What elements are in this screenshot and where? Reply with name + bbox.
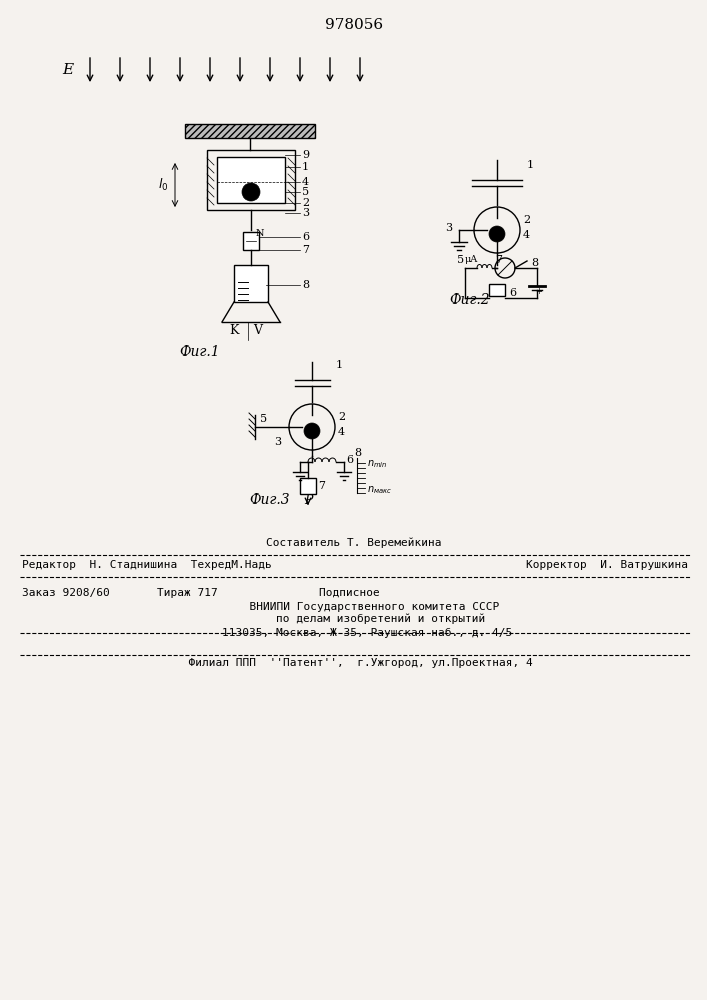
Text: Заказ 9208/60       Тираж 717               Подписное: Заказ 9208/60 Тираж 717 Подписное (22, 588, 380, 598)
Text: ВНИИПИ Государственного комитета СССР: ВНИИПИ Государственного комитета СССР (209, 602, 499, 612)
Text: 3: 3 (274, 437, 281, 447)
Text: 978056: 978056 (325, 18, 383, 32)
Text: 5: 5 (302, 187, 309, 197)
Polygon shape (300, 478, 316, 494)
Text: 8: 8 (302, 280, 309, 290)
Text: 3: 3 (302, 208, 309, 218)
Polygon shape (489, 284, 505, 296)
Text: P: P (304, 493, 312, 506)
Text: 6: 6 (302, 232, 309, 242)
Polygon shape (185, 124, 315, 138)
Text: 8: 8 (354, 448, 361, 458)
Text: Фиг.2: Фиг.2 (450, 293, 491, 307)
Text: 6: 6 (346, 455, 353, 465)
Text: 6: 6 (509, 288, 516, 298)
Text: K: K (229, 324, 239, 336)
Polygon shape (243, 232, 259, 250)
Text: Фиг.1: Фиг.1 (180, 345, 221, 359)
Text: по делам изобретений и открытий: по делам изобретений и открытий (223, 614, 486, 624)
Polygon shape (234, 265, 268, 302)
Text: Фиг.3: Фиг.3 (250, 493, 291, 507)
Text: N: N (256, 230, 264, 238)
Text: 113035, Москва, Ж-35, Раушская наб., д. 4/5: 113035, Москва, Ж-35, Раушская наб., д. … (195, 628, 513, 638)
Text: Составитель Т. Веремейкина: Составитель Т. Веремейкина (267, 538, 442, 548)
Circle shape (304, 423, 320, 439)
Text: 9: 9 (302, 150, 309, 160)
Text: 7: 7 (495, 255, 502, 265)
Text: 1: 1 (336, 360, 343, 370)
Polygon shape (217, 157, 285, 203)
Text: V: V (254, 324, 262, 336)
Text: 8: 8 (531, 258, 538, 268)
Text: +: + (536, 288, 542, 296)
Text: 2: 2 (302, 198, 309, 208)
Text: 7: 7 (302, 245, 309, 255)
Text: 4: 4 (338, 427, 345, 437)
Text: 4: 4 (302, 177, 309, 187)
Text: $n_{min}$: $n_{min}$ (367, 458, 387, 470)
Text: 7: 7 (318, 481, 325, 491)
Text: 1: 1 (302, 162, 309, 172)
Text: 5: 5 (260, 414, 267, 424)
Text: 2: 2 (338, 412, 345, 422)
Text: $n_{макс}$: $n_{макс}$ (367, 484, 392, 496)
Text: 2: 2 (523, 215, 530, 225)
Text: 4: 4 (523, 230, 530, 240)
Text: Корректор  И. Ватрушкина: Корректор И. Ватрушкина (526, 560, 688, 570)
Text: $l_0$: $l_0$ (158, 177, 168, 193)
Text: 5: 5 (457, 255, 464, 265)
Text: μA: μA (465, 255, 478, 264)
Circle shape (242, 183, 260, 201)
Text: Редактор  Н. Стаднишина  ТехредМ.Надь: Редактор Н. Стаднишина ТехредМ.Надь (22, 560, 271, 570)
Text: 1: 1 (527, 160, 534, 170)
Text: 3: 3 (445, 223, 452, 233)
Text: E: E (62, 63, 74, 77)
Circle shape (489, 226, 505, 242)
Text: Филиал ППП  ''Патент'',  г.Ужгород, ул.Проектная, 4: Филиал ППП ''Патент'', г.Ужгород, ул.Про… (175, 658, 533, 668)
